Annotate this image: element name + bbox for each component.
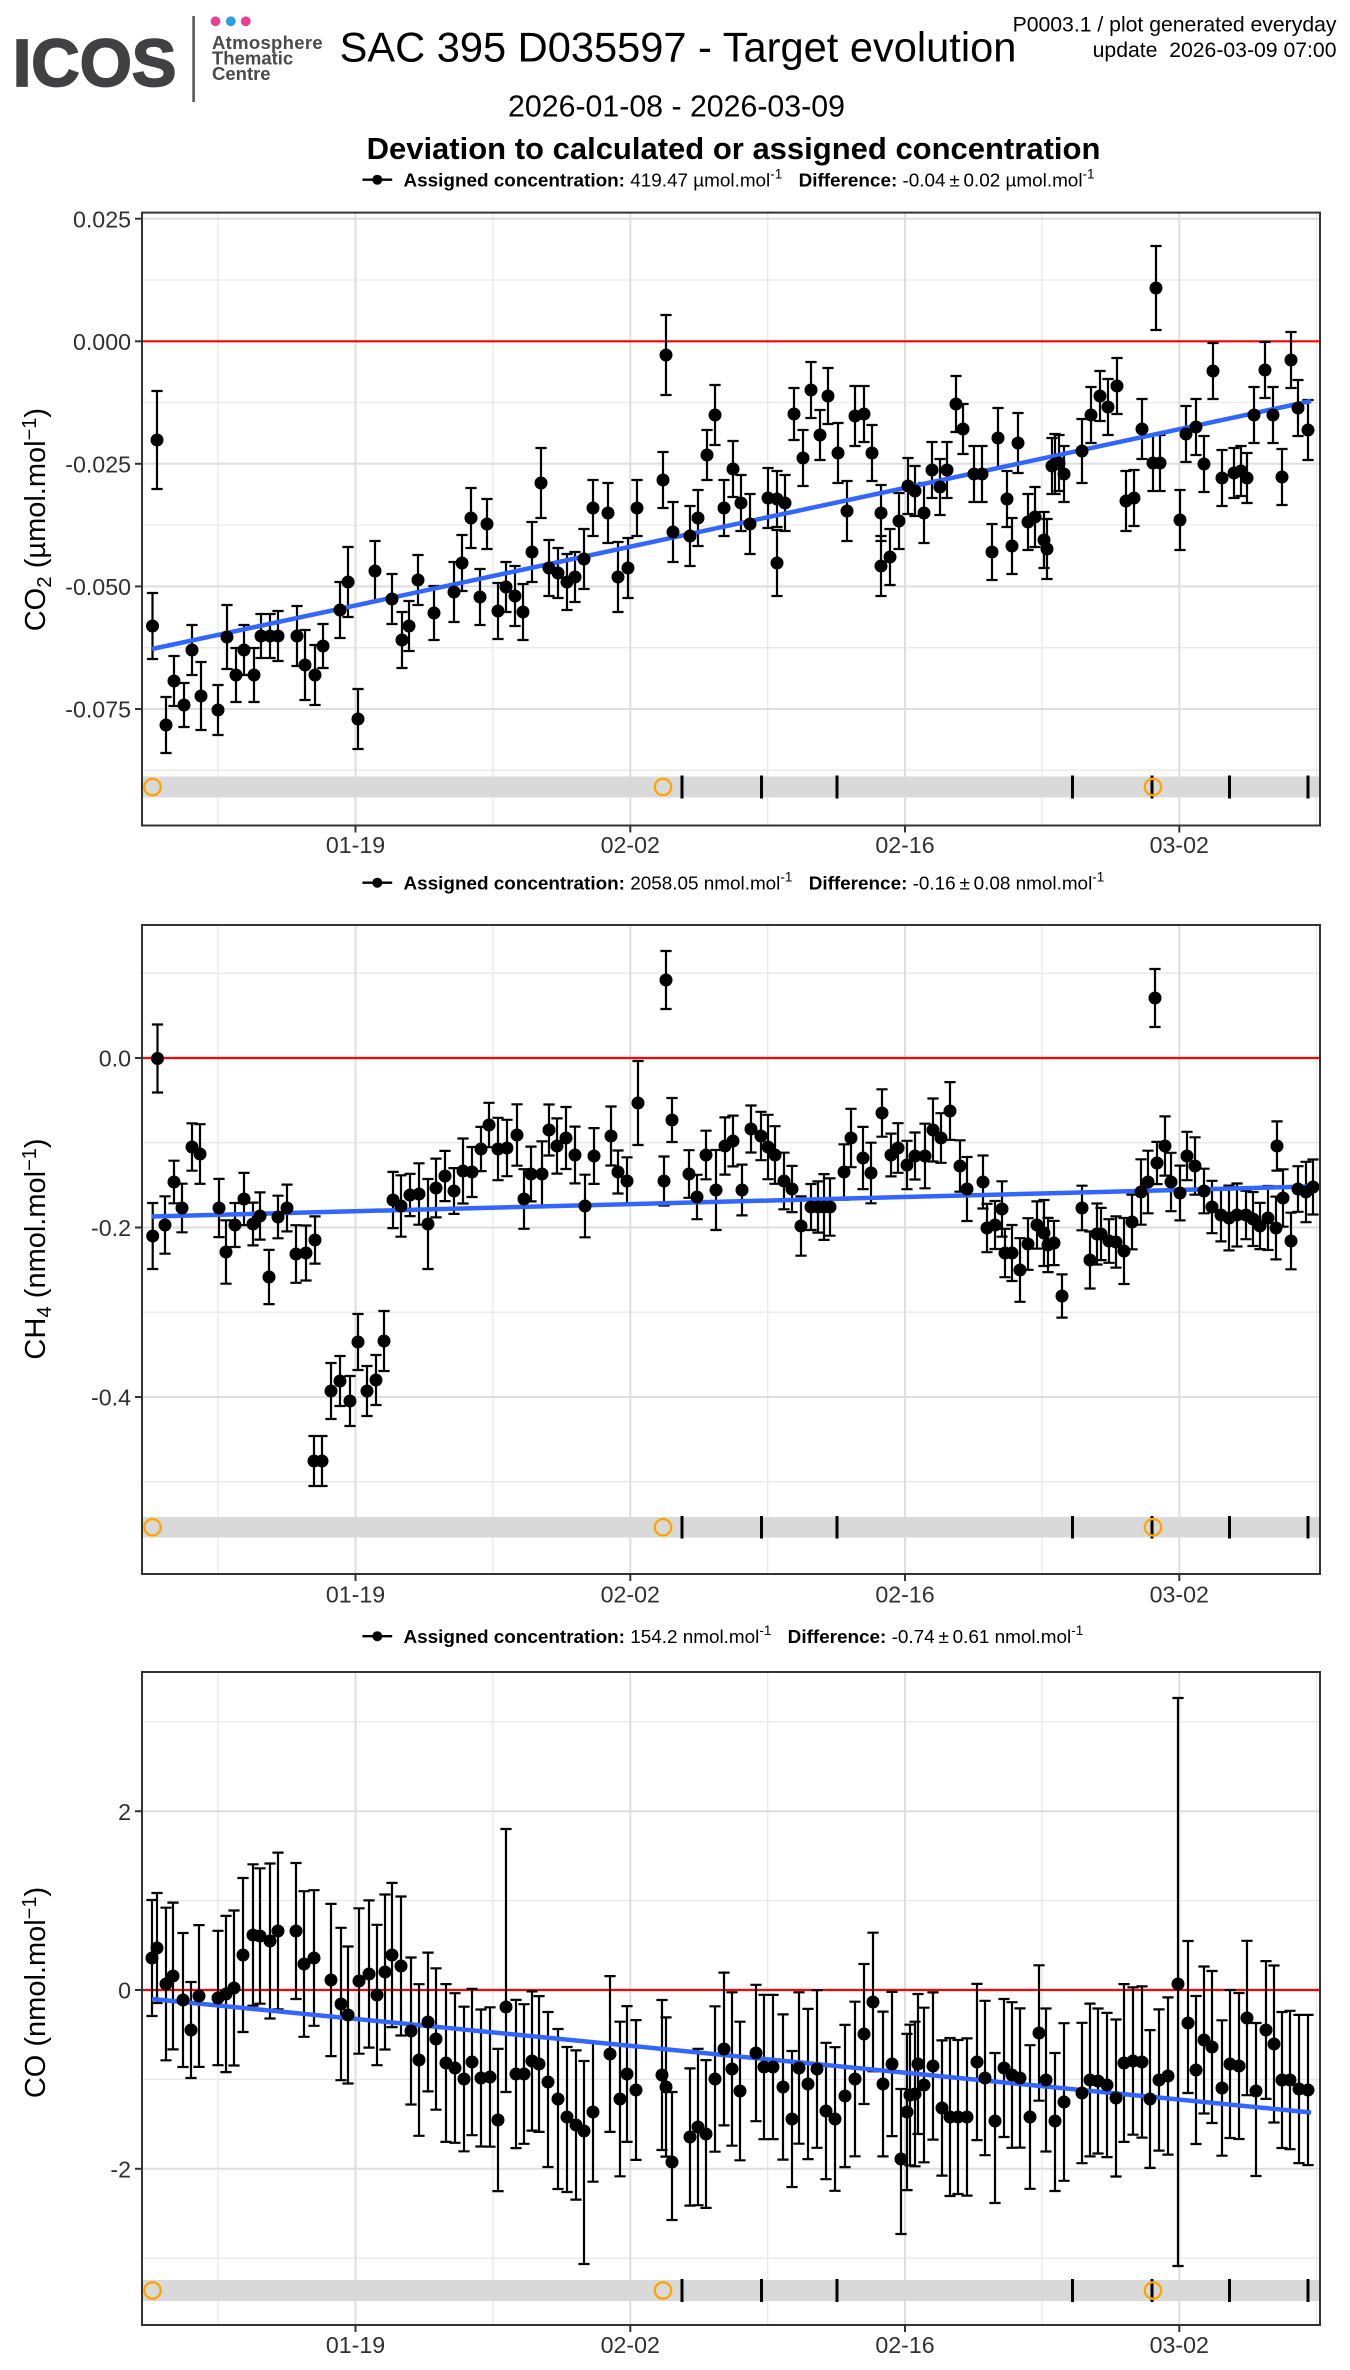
svg-text:02-02: 02-02 — [601, 1581, 660, 1607]
svg-text:-0.050: -0.050 — [65, 574, 131, 600]
svg-text:01-19: 01-19 — [326, 1581, 385, 1607]
svg-text:-0.025: -0.025 — [65, 451, 131, 477]
svg-text:01-19: 01-19 — [326, 832, 385, 858]
svg-text:Thematic: Thematic — [212, 48, 293, 69]
svg-text:03-02: 03-02 — [1150, 1581, 1209, 1607]
svg-text:CO2 (µmol.mol−1): CO2 (µmol.mol−1) — [19, 408, 56, 631]
svg-text:0.0: 0.0 — [99, 1046, 131, 1072]
svg-text:0.000: 0.000 — [73, 329, 131, 355]
svg-text:0: 0 — [118, 1978, 131, 2004]
svg-text:0.025: 0.025 — [73, 206, 131, 232]
svg-text:Assigned concentration: 2058.0: Assigned concentration: 2058.05 nmol.mol… — [404, 870, 1106, 895]
svg-text:01-19: 01-19 — [326, 2332, 385, 2358]
svg-text:ICOS: ICOS — [13, 26, 177, 101]
svg-text:update 2026-03-09 07:00: update 2026-03-09 07:00 — [1093, 39, 1337, 62]
svg-text:02-16: 02-16 — [875, 832, 934, 858]
svg-text:CH4 (nmol.mol−1): CH4 (nmol.mol−1) — [19, 1138, 56, 1359]
svg-text:02-16: 02-16 — [875, 1581, 934, 1607]
svg-text:-0.4: -0.4 — [91, 1385, 131, 1411]
svg-text:SAC 395 D035597 - Target evolu: SAC 395 D035597 - Target evolution — [340, 24, 1017, 71]
svg-text:-0.2: -0.2 — [91, 1215, 131, 1241]
svg-text:02-02: 02-02 — [601, 2332, 660, 2358]
svg-text:2026-01-08 - 2026-03-09: 2026-01-08 - 2026-03-09 — [508, 91, 845, 124]
svg-text:Centre: Centre — [212, 63, 271, 84]
svg-text:2: 2 — [118, 1799, 131, 1825]
svg-text:Assigned concentration: 419.47: Assigned concentration: 419.47 µmol.mol-… — [404, 167, 1097, 192]
svg-text:CO (nmol.mol−1): CO (nmol.mol−1) — [19, 1887, 52, 2098]
svg-text:P0003.1 / plot generated every: P0003.1 / plot generated everyday — [1013, 14, 1337, 37]
svg-text:Atmosphere: Atmosphere — [212, 32, 323, 53]
svg-text:02-16: 02-16 — [875, 2332, 934, 2358]
svg-text:Assigned concentration: 154.2: Assigned concentration: 154.2 nmol.mol-1… — [404, 1623, 1085, 1648]
svg-text:03-02: 03-02 — [1150, 832, 1209, 858]
svg-text:-2: -2 — [110, 2156, 131, 2182]
svg-text:02-02: 02-02 — [601, 832, 660, 858]
svg-text:-0.075: -0.075 — [65, 697, 131, 723]
svg-text:Deviation to calculated or ass: Deviation to calculated or assigned conc… — [367, 131, 1101, 166]
svg-text:03-02: 03-02 — [1150, 2332, 1209, 2358]
